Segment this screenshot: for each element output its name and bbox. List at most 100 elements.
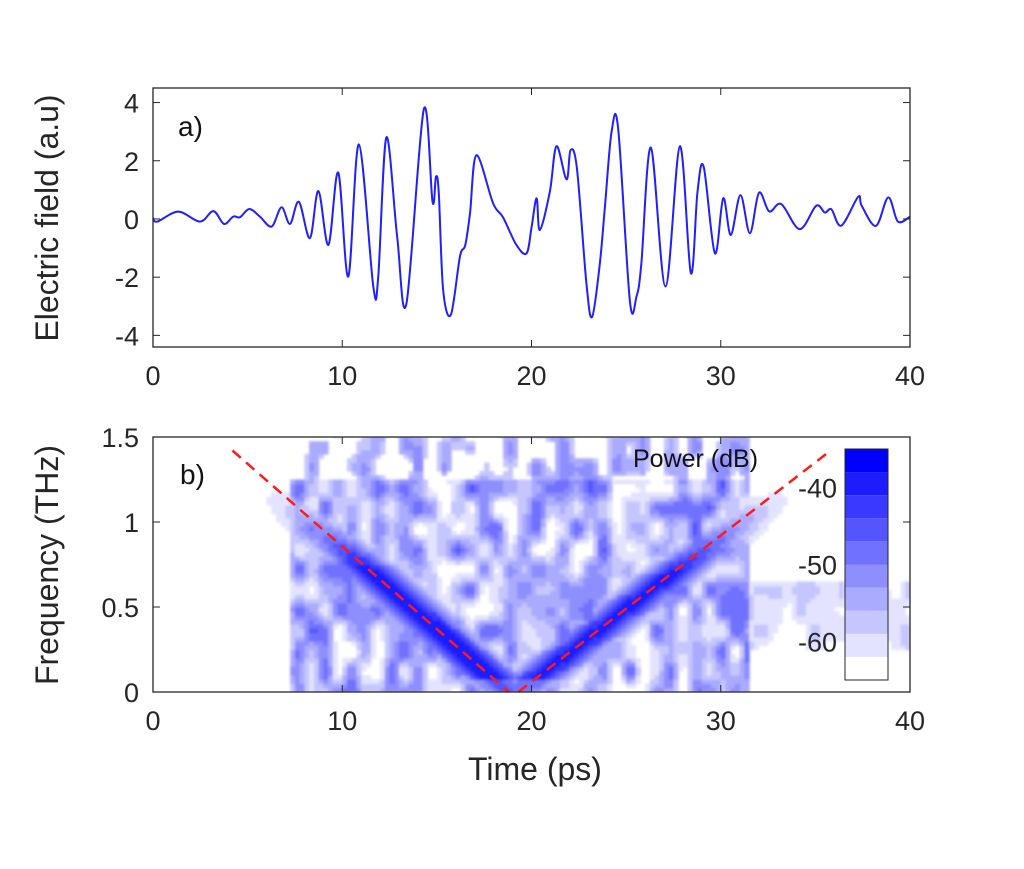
spectrogram-cell xyxy=(332,564,339,570)
spectrogram-cell xyxy=(488,628,495,634)
spectrogram-cell xyxy=(389,517,395,523)
spectrogram-cell xyxy=(309,454,315,459)
spectrogram-cell xyxy=(649,683,656,689)
spectrogram-cell xyxy=(365,568,372,574)
spectrogram-cell xyxy=(493,641,499,646)
spectrogram-cell xyxy=(313,607,320,612)
spectrogram-cell xyxy=(701,636,708,642)
spectrogram-cell xyxy=(730,568,736,574)
spectrogram-cell xyxy=(517,500,523,506)
spectrogram-cell xyxy=(597,653,604,659)
spectrogram-cell xyxy=(380,505,386,510)
spectrogram-cell xyxy=(569,594,575,600)
spectrogram-cell xyxy=(569,526,575,532)
spectrogram-cell xyxy=(725,483,731,489)
spectrogram-cell xyxy=(602,496,608,502)
spectrogram-cell xyxy=(716,500,722,506)
spectrogram-cell xyxy=(380,449,386,455)
spectrogram-cell xyxy=(559,607,566,612)
spectrogram-cell xyxy=(687,505,693,510)
spectrogram-cell xyxy=(522,687,528,692)
spectrogram-cell xyxy=(659,590,665,595)
spectrogram-cell xyxy=(294,615,301,621)
spectrogram-cell xyxy=(484,573,490,578)
spectrogram-cell xyxy=(730,462,736,468)
spectrogram-cell xyxy=(720,590,727,595)
spectrogram-cell xyxy=(607,632,613,638)
spectrogram-cell xyxy=(522,513,528,519)
spectrogram-cell xyxy=(427,526,433,532)
spectrogram-cell xyxy=(290,488,296,493)
spectrogram-cell xyxy=(536,564,542,570)
spectrogram-cell xyxy=(583,496,589,502)
spectrogram-cell xyxy=(607,649,613,655)
spectrogram-cell xyxy=(469,636,476,642)
spectrogram-cell xyxy=(403,581,410,587)
spectrogram-cell xyxy=(446,658,452,663)
spectrogram-cell xyxy=(479,513,485,519)
spectrogram-cell xyxy=(337,492,343,498)
spectrogram-cell xyxy=(346,564,353,570)
spectrogram-cell xyxy=(540,653,547,659)
spectrogram-cell xyxy=(370,602,376,608)
spectrogram-cell xyxy=(526,645,533,651)
spectrogram-cell xyxy=(436,670,443,676)
spectrogram-cell xyxy=(588,675,594,680)
spectrogram-cell xyxy=(678,653,684,659)
spectrogram-cell xyxy=(346,670,353,676)
spectrogram-cell xyxy=(446,662,452,668)
spectrogram-cell xyxy=(536,556,542,561)
spectrogram-cell xyxy=(276,496,282,502)
spectrogram-cell xyxy=(337,581,343,587)
spectrogram-cell xyxy=(408,687,414,692)
spectrogram-cell xyxy=(701,602,708,608)
spectrogram-cell xyxy=(413,462,419,468)
spectrogram-cell xyxy=(540,475,547,481)
spectrogram-cell xyxy=(559,662,566,668)
spectrogram-cell xyxy=(507,653,514,659)
spectrogram-cell xyxy=(294,585,301,591)
spectrogram-cell xyxy=(460,556,466,561)
spectrogram-cell xyxy=(526,564,533,570)
spectrogram-cell xyxy=(304,658,310,663)
spectrogram-cell xyxy=(503,530,509,536)
spectrogram-cell xyxy=(607,598,613,604)
spectrogram-cell xyxy=(607,530,613,536)
spectrogram-cell xyxy=(706,653,712,659)
spectrogram-cell xyxy=(469,632,476,638)
spectrogram-cell xyxy=(498,666,504,672)
spectrogram-cell xyxy=(583,675,589,680)
spectrogram-cell xyxy=(332,670,339,676)
spectrogram-cell xyxy=(370,526,376,532)
spectrogram-cell xyxy=(559,666,566,672)
spectrogram-cell xyxy=(484,636,490,642)
spectrogram-cell xyxy=(365,454,372,459)
spectrogram-cell xyxy=(323,598,329,604)
spectrogram-cell xyxy=(588,598,594,604)
spectrogram-cell xyxy=(313,445,320,451)
spectrogram-cell xyxy=(356,602,362,608)
spectrogram-cell xyxy=(697,628,703,634)
spectrogram-cell xyxy=(725,445,731,451)
spectrogram-cell xyxy=(559,598,566,604)
spectrogram-cell xyxy=(569,458,575,464)
spectrogram-cell xyxy=(517,645,523,651)
spectrogram-cell xyxy=(564,662,570,668)
spectrogram-cell xyxy=(682,556,689,561)
spectrogram-cell xyxy=(403,636,410,642)
spectrogram-cell xyxy=(559,509,566,515)
spectrogram-cell xyxy=(323,645,329,651)
spectrogram-cell xyxy=(583,458,589,464)
spectrogram-cell xyxy=(361,551,367,557)
spectrogram-cell xyxy=(607,534,613,540)
spectrogram-cell xyxy=(413,517,419,523)
spectrogram-cell xyxy=(668,568,675,574)
panel-b: 0 10 20 30 401.510.50 b) Frequency (THz) Tim… xyxy=(29,423,925,787)
spectrogram-cell xyxy=(659,505,665,510)
spectrogram-cell xyxy=(621,551,627,557)
spectrogram-cell xyxy=(493,632,499,638)
spectrogram-cell xyxy=(630,658,637,663)
spectrogram-cell xyxy=(701,649,708,655)
spectrogram-cell xyxy=(507,679,514,685)
spectrogram-cell xyxy=(574,675,580,680)
